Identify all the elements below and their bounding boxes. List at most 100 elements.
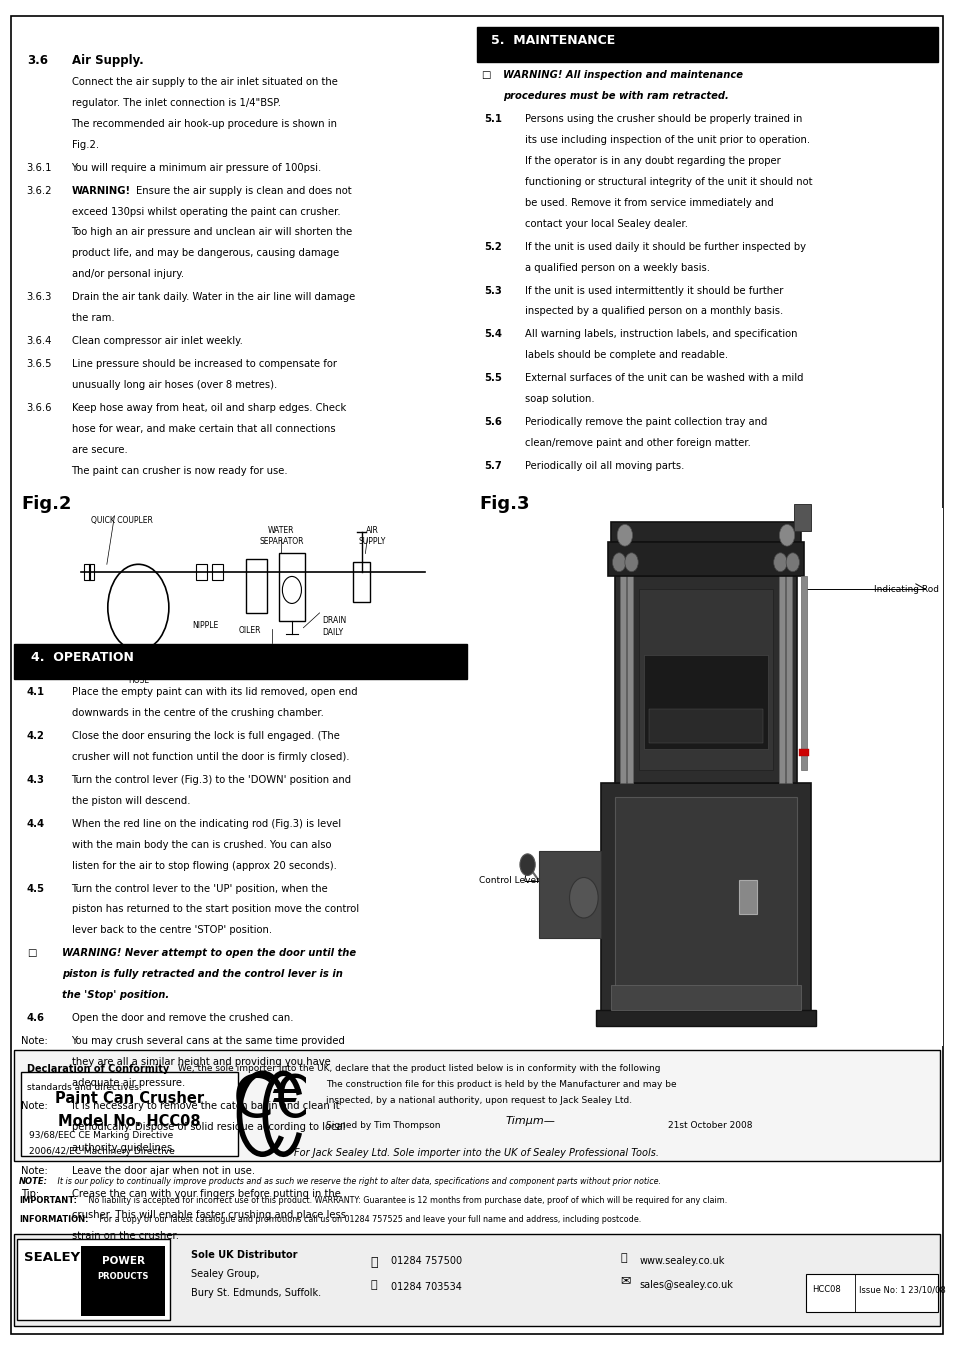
Text: DRAIN: DRAIN — [322, 616, 346, 625]
Text: No liability is accepted for incorrect use of this product. WARRANTY: Guarantee : No liability is accepted for incorrect u… — [86, 1196, 726, 1206]
Bar — [785, 562, 791, 783]
Bar — [538, 850, 600, 938]
Text: Signed by Tim Thompson: Signed by Tim Thompson — [326, 1120, 440, 1130]
Text: HOSE: HOSE — [128, 676, 149, 686]
Text: Turn the control lever to the 'UP' position, when the: Turn the control lever to the 'UP' posit… — [71, 883, 328, 894]
Text: ✉: ✉ — [619, 1274, 630, 1288]
Text: SUPPLY: SUPPLY — [358, 537, 385, 547]
Bar — [615, 575, 796, 783]
Text: HCC08: HCC08 — [811, 1285, 840, 1295]
Text: For Jack Sealey Ltd. Sole importer into the UK of Sealey Professional Tools.: For Jack Sealey Ltd. Sole importer into … — [294, 1148, 659, 1157]
Bar — [639, 589, 772, 770]
Text: SEALEY: SEALEY — [24, 1251, 80, 1265]
Text: soap solution.: soap solution. — [524, 394, 594, 404]
Text: If the unit is used intermittently it should be further: If the unit is used intermittently it sh… — [524, 285, 782, 296]
Bar — [648, 709, 762, 742]
Text: and/or personal injury.: and/or personal injury. — [71, 269, 184, 279]
Bar — [81, 1246, 165, 1316]
Text: 🌐: 🌐 — [619, 1253, 626, 1262]
Text: Control Lever: Control Lever — [478, 876, 539, 886]
Text: Persons using the crusher should be properly trained in: Persons using the crusher should be prop… — [524, 115, 801, 124]
Text: 5.4: 5.4 — [484, 329, 502, 339]
Text: inspected, by a national authority, upon request to Jack Sealey Ltd.: inspected, by a national authority, upon… — [326, 1096, 632, 1106]
Text: 01284 757500: 01284 757500 — [391, 1256, 462, 1265]
Text: be used. Remove it from service immediately and: be used. Remove it from service immediat… — [524, 197, 773, 208]
Text: inspected by a qualified person on a monthly basis.: inspected by a qualified person on a mon… — [524, 306, 782, 316]
Text: We, the sole importer into the UK, declare that the product listed below is in c: We, the sole importer into the UK, decla… — [174, 1064, 659, 1073]
Text: exceed 130psi whilst operating the paint can crusher.: exceed 130psi whilst operating the paint… — [71, 207, 340, 216]
Text: Clean compressor air inlet weekly.: Clean compressor air inlet weekly. — [71, 336, 242, 346]
Text: with the main body the can is crushed. You can also: with the main body the can is crushed. Y… — [71, 840, 331, 849]
Text: 3.6: 3.6 — [27, 54, 48, 68]
Text: Periodically oil all moving parts.: Periodically oil all moving parts. — [524, 460, 683, 471]
Text: WATER: WATER — [268, 526, 294, 536]
Bar — [212, 564, 223, 580]
Text: You may crush several cans at the same time provided: You may crush several cans at the same t… — [71, 1037, 345, 1046]
Circle shape — [617, 524, 632, 545]
Bar — [596, 1010, 815, 1026]
Text: Ensure the air supply is clean and does not: Ensure the air supply is clean and does … — [136, 186, 352, 196]
Bar — [476, 508, 942, 1046]
Text: its use including inspection of the unit prior to operation.: its use including inspection of the unit… — [524, 135, 809, 144]
Text: labels should be complete and readable.: labels should be complete and readable. — [524, 350, 727, 360]
Text: downwards in the centre of the crushing chamber.: downwards in the centre of the crushing … — [71, 707, 323, 718]
Circle shape — [612, 552, 625, 571]
Text: 93/68/EEC CE Marking Directive: 93/68/EEC CE Marking Directive — [29, 1131, 172, 1141]
Text: the ram.: the ram. — [71, 313, 114, 323]
Text: REGULATOR: REGULATOR — [249, 644, 294, 653]
Text: The construction file for this product is held by the Manufacturer and may be: The construction file for this product i… — [326, 1080, 677, 1089]
Text: 5.3: 5.3 — [484, 285, 502, 296]
Text: It is necessary to remove the catch basin and clean it: It is necessary to remove the catch basi… — [71, 1100, 339, 1111]
Text: DAILY: DAILY — [322, 628, 343, 637]
Text: crusher. This will enable faster crushing and place less: crusher. This will enable faster crushin… — [71, 1210, 345, 1219]
Text: listen for the air to stop flowing (approx 20 seconds).: listen for the air to stop flowing (appr… — [71, 860, 336, 871]
Bar — [14, 644, 467, 679]
Bar — [89, 564, 94, 580]
Circle shape — [624, 552, 638, 571]
Text: If the unit is used daily it should be further inspected by: If the unit is used daily it should be f… — [524, 242, 805, 251]
Text: functioning or structural integrity of the unit it should not: functioning or structural integrity of t… — [524, 177, 811, 186]
Text: WARNING! Never attempt to open the door until the: WARNING! Never attempt to open the door … — [62, 948, 355, 958]
Text: 3.6.5: 3.6.5 — [27, 359, 52, 369]
Text: www.sealey.co.uk: www.sealey.co.uk — [639, 1256, 723, 1265]
Text: clean/remove paint and other foreign matter.: clean/remove paint and other foreign mat… — [524, 437, 750, 448]
Text: 5.6: 5.6 — [484, 417, 502, 427]
Text: 11TON PNEUMATIC PAINT: 11TON PNEUMATIC PAINT — [674, 672, 737, 678]
Bar — [619, 562, 625, 783]
Bar — [353, 562, 370, 602]
Text: The recommended air hook-up procedure is shown in: The recommended air hook-up procedure is… — [71, 119, 337, 128]
Bar — [14, 1050, 939, 1161]
Bar — [607, 541, 803, 575]
Text: 4.2: 4.2 — [27, 730, 45, 741]
Bar — [17, 1239, 170, 1320]
Bar — [84, 564, 90, 580]
Text: 4.3: 4.3 — [27, 775, 45, 784]
Bar — [739, 880, 756, 914]
Text: 21st October 2008: 21st October 2008 — [667, 1120, 752, 1130]
Text: 3.6.4: 3.6.4 — [27, 336, 52, 346]
Text: Leave the door ajar when not in use.: Leave the door ajar when not in use. — [71, 1165, 254, 1176]
Text: All warning labels, instruction labels, and specification: All warning labels, instruction labels, … — [524, 329, 797, 339]
Text: lever back to the centre 'STOP' position.: lever back to the centre 'STOP' position… — [71, 925, 272, 936]
Text: 4.1: 4.1 — [27, 687, 45, 697]
Text: Fig.2.: Fig.2. — [71, 139, 98, 150]
Text: a qualified person on a weekly basis.: a qualified person on a weekly basis. — [524, 262, 709, 273]
Text: 3.6.3: 3.6.3 — [27, 292, 52, 302]
Text: AIR: AIR — [365, 526, 378, 536]
Text: WARNING! All inspection and maintenance: WARNING! All inspection and maintenance — [502, 70, 742, 80]
Text: Sealey Group,: Sealey Group, — [191, 1269, 259, 1278]
Text: 4.6: 4.6 — [27, 1012, 45, 1023]
Text: NOTE:: NOTE: — [19, 1177, 48, 1187]
Text: If the operator is in any doubt regarding the proper: If the operator is in any doubt regardin… — [524, 157, 780, 166]
Text: When the red line on the indicating rod (Fig.3) is level: When the red line on the indicating rod … — [71, 818, 340, 829]
Circle shape — [785, 552, 799, 571]
Text: NIPPLE: NIPPLE — [192, 621, 218, 630]
Bar — [615, 796, 796, 999]
Text: piston is fully retracted and the control lever is in: piston is fully retracted and the contro… — [62, 969, 342, 979]
Text: periodically. Dispose of solid residue according to local: periodically. Dispose of solid residue a… — [71, 1122, 345, 1131]
Text: Periodically remove the paint collection tray and: Periodically remove the paint collection… — [524, 417, 766, 427]
Circle shape — [519, 853, 535, 875]
Text: OILER: OILER — [238, 626, 261, 636]
Bar — [610, 986, 801, 1010]
Text: Connect the air supply to the air inlet situated on the: Connect the air supply to the air inlet … — [71, 77, 337, 86]
